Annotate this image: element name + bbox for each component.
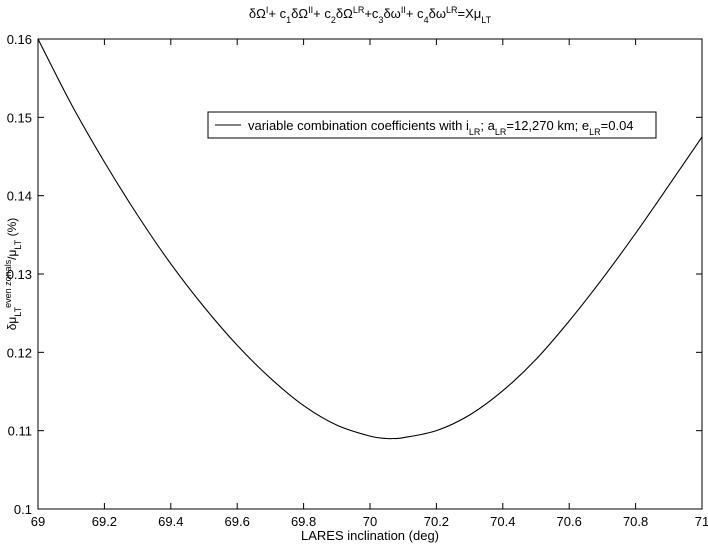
plot-area [37, 38, 703, 510]
y-axis-ticks: 0.1 0.11 0.12 0.13 0.14 0.15 0.16 [7, 32, 702, 517]
y-tick-label: 0.11 [8, 424, 32, 439]
x-tick-label: 69.6 [225, 514, 250, 529]
y-tick-label: 0.15 [7, 110, 32, 125]
chart-title: δΩI+ c1δΩII+ c2δΩLR+c3δωII+ c4δωLR=XμLT [249, 5, 492, 25]
y-tick-label: 0.14 [7, 189, 32, 204]
y-tick-label: 0.13 [7, 267, 32, 282]
series-layer [37, 38, 703, 440]
legend-box [207, 111, 657, 139]
y-tick-label: 0.16 [7, 32, 32, 47]
y-tick-label: 0.1 [14, 502, 32, 517]
x-tick-label: 69.4 [158, 514, 183, 529]
x-tick-label: 70 [363, 514, 377, 529]
x-axis-ticks: 69 69.2 69.4 69.6 69.8 70 70.2 70.4 70.6 70.8 71 [31, 39, 708, 529]
x-tick-label: 70.8 [623, 514, 648, 529]
x-tick-label: 69.2 [92, 514, 117, 529]
y-axis-label: δμLTeven zonals/μLT (%) [3, 218, 23, 331]
series-line [37, 38, 703, 440]
x-tick-label: 69 [31, 514, 45, 529]
x-tick-label: 70.2 [424, 514, 449, 529]
x-tick-label: 70.6 [557, 514, 582, 529]
legend-entry-label: variable combination coefficients with i… [248, 118, 634, 137]
x-axis-label: LARES inclination (deg) [301, 528, 439, 543]
legend: variable combination coefficients with i… [207, 111, 657, 139]
y-tick-label: 0.12 [7, 345, 32, 360]
x-tick-label: 70.4 [490, 514, 515, 529]
x-tick-label: 69.8 [291, 514, 316, 529]
x-tick-label: 71 [695, 514, 708, 529]
